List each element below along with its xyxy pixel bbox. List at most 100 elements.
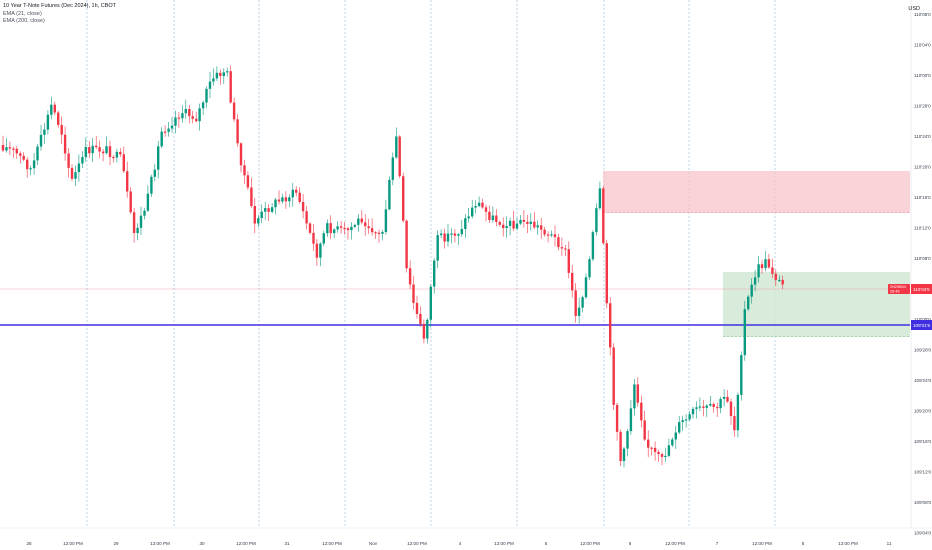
candle-body[interactable]: [198, 108, 201, 122]
candle-body[interactable]: [636, 384, 639, 403]
candle-body[interactable]: [484, 207, 488, 212]
candle-body[interactable]: [63, 134, 67, 154]
ema21-legend[interactable]: EMA (21, close): [3, 10, 42, 17]
candle-body[interactable]: [370, 228, 374, 233]
candle-body[interactable]: [181, 113, 184, 119]
candle-body[interactable]: [457, 234, 460, 236]
candle-body[interactable]: [43, 129, 46, 135]
candle-body[interactable]: [405, 220, 408, 269]
candle-body[interactable]: [74, 172, 77, 179]
candle-body[interactable]: [222, 72, 225, 77]
candle-body[interactable]: [519, 219, 522, 224]
candle-body[interactable]: [143, 210, 146, 216]
candle-body[interactable]: [543, 229, 546, 235]
candle-body[interactable]: [757, 264, 760, 278]
candle-body[interactable]: [446, 233, 450, 242]
candle-body[interactable]: [308, 223, 312, 233]
candle-body[interactable]: [626, 431, 629, 449]
candle-body[interactable]: [101, 151, 105, 154]
candle-body[interactable]: [126, 171, 129, 192]
candle-body[interactable]: [526, 221, 529, 224]
candle-body[interactable]: [357, 218, 360, 225]
demand-zone[interactable]: [723, 272, 910, 337]
candle-body[interactable]: [381, 231, 384, 234]
candle-body[interactable]: [174, 117, 177, 126]
candle-body[interactable]: [760, 264, 764, 269]
last-price-tag[interactable]: [911, 284, 932, 294]
candle-body[interactable]: [226, 71, 229, 73]
candle-body[interactable]: [205, 88, 208, 103]
candle-body[interactable]: [705, 405, 708, 408]
candle-body[interactable]: [201, 102, 205, 109]
candle-body[interactable]: [229, 71, 232, 103]
candle-body[interactable]: [453, 233, 457, 236]
candle-body[interactable]: [177, 117, 181, 119]
candle-body[interactable]: [8, 147, 12, 149]
candle-body[interactable]: [22, 155, 25, 160]
candle-body[interactable]: [647, 439, 650, 448]
candle-body[interactable]: [12, 148, 15, 150]
candle-body[interactable]: [443, 233, 446, 242]
candle-body[interactable]: [253, 206, 256, 224]
candle-body[interactable]: [667, 445, 671, 456]
candle-body[interactable]: [719, 398, 722, 409]
candle-body[interactable]: [184, 108, 187, 114]
candle-body[interactable]: [157, 146, 160, 170]
candle-body[interactable]: [574, 290, 577, 316]
candle-body[interactable]: [298, 192, 301, 202]
candle-body[interactable]: [774, 273, 777, 280]
candle-body[interactable]: [132, 212, 136, 234]
candle-body[interactable]: [364, 222, 367, 227]
candle-body[interactable]: [5, 147, 8, 151]
candle-body[interactable]: [691, 408, 695, 415]
candle-body[interactable]: [743, 309, 746, 356]
symbol-title[interactable]: 10 Year T-Note Futures (Dec 2024), 1h, C…: [3, 3, 117, 9]
candle-body[interactable]: [295, 189, 298, 193]
candle-body[interactable]: [577, 307, 581, 316]
candle-body[interactable]: [557, 237, 560, 248]
candle-body[interactable]: [664, 455, 667, 458]
candle-body[interactable]: [598, 188, 602, 209]
candle-body[interactable]: [515, 223, 519, 229]
candle-body[interactable]: [98, 147, 101, 152]
candle-body[interactable]: [615, 404, 619, 432]
candle-body[interactable]: [495, 215, 498, 222]
candle-body[interactable]: [702, 406, 705, 408]
candle-body[interactable]: [374, 232, 377, 234]
supply-zone[interactable]: [603, 171, 910, 213]
candle-body[interactable]: [433, 260, 436, 287]
candle-body[interactable]: [322, 233, 325, 244]
candle-body[interactable]: [346, 228, 350, 231]
candle-body[interactable]: [522, 219, 526, 222]
candle-body[interactable]: [264, 208, 267, 212]
candle-body[interactable]: [733, 416, 736, 431]
candle-body[interactable]: [339, 226, 343, 228]
currency-label[interactable]: USD: [908, 6, 920, 12]
candle-body[interactable]: [170, 125, 174, 129]
candle-body[interactable]: [591, 232, 595, 260]
ema200-legend[interactable]: EMA (200, close): [3, 18, 45, 24]
candle-body[interactable]: [619, 431, 622, 462]
candle-body[interactable]: [498, 221, 501, 225]
candle-body[interactable]: [439, 233, 443, 236]
candle-body[interactable]: [491, 215, 495, 221]
candle-body[interactable]: [529, 221, 532, 224]
candle-body[interactable]: [46, 114, 50, 130]
candle-body[interactable]: [674, 432, 677, 440]
candle-body[interactable]: [288, 197, 291, 202]
candle-body[interactable]: [546, 234, 550, 236]
candle-body[interactable]: [377, 232, 381, 234]
candle-body[interactable]: [384, 209, 388, 232]
candle-body[interactable]: [343, 227, 346, 230]
candle-body[interactable]: [167, 128, 170, 132]
candle-body[interactable]: [488, 211, 491, 221]
candle-body[interactable]: [350, 226, 353, 231]
candle-body[interactable]: [684, 419, 688, 421]
candle-body[interactable]: [622, 448, 626, 462]
candle-body[interactable]: [84, 146, 87, 158]
candle-body[interactable]: [81, 157, 84, 164]
candle-body[interactable]: [50, 104, 53, 115]
candle-body[interactable]: [533, 221, 536, 228]
candle-body[interactable]: [232, 102, 236, 120]
candle-body[interactable]: [681, 420, 684, 423]
